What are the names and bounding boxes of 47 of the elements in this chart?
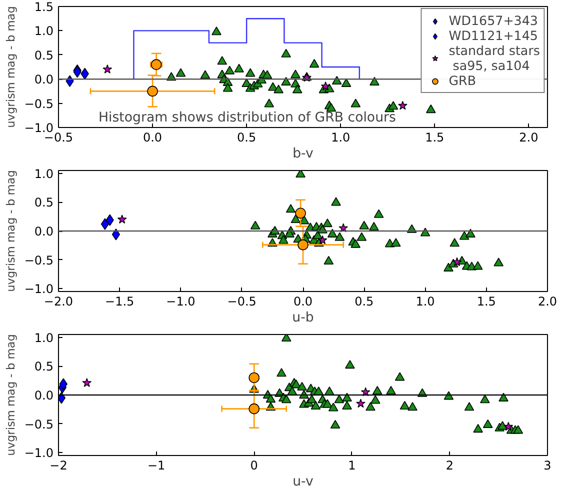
x-tick-label: 0.0 xyxy=(293,294,313,308)
x-tick-label: 0.5 xyxy=(237,130,256,144)
x-axis-title: u-b xyxy=(292,310,314,326)
y-tick-label: −1.0 xyxy=(24,446,54,460)
y-tick-label: −1.0 xyxy=(24,282,54,296)
y-tick-label: 0.0 xyxy=(34,224,54,238)
x-tick-label: −1.0 xyxy=(166,294,196,308)
y-tick-label: 1.5 xyxy=(34,0,54,14)
y-tick-label: 1.0 xyxy=(34,166,54,181)
annotation: Histogram shows distribution of GRB colours xyxy=(98,110,396,126)
x-tick-label: −1.5 xyxy=(105,294,134,308)
x-tick-label: 1.5 xyxy=(476,294,496,308)
x-tick-label: 3 xyxy=(544,458,552,472)
x-tick-label: 1.0 xyxy=(416,294,435,308)
y-axis-title: uvgrism mag - b mag xyxy=(3,334,18,456)
x-tick-label: −0.5 xyxy=(227,294,256,308)
x-tick-label: 2.0 xyxy=(538,294,558,308)
y-axis-title: uvgrism mag - b mag xyxy=(3,170,18,292)
x-tick-label: 1 xyxy=(348,458,356,472)
legend-label: WD1657+343 xyxy=(448,13,538,28)
x-tick-label: 0.5 xyxy=(354,294,374,308)
x-tick-label: −2.0 xyxy=(44,294,74,308)
x-tick-label: 2.0 xyxy=(519,130,538,144)
x-tick-label: 1.0 xyxy=(331,130,350,144)
legend-label: standard stars sa95, sa104 xyxy=(448,43,540,73)
x-tick-label: 0 xyxy=(250,458,258,472)
y-tick-label: 0.5 xyxy=(34,360,54,374)
y-tick-label: 0.5 xyxy=(34,48,54,62)
y-tick-label: −1.0 xyxy=(24,121,54,135)
y-axis-title: uvgrism mag - b mag xyxy=(3,6,18,128)
y-tick-label: 0.0 xyxy=(34,388,54,402)
x-axis-title: b-v xyxy=(292,146,314,162)
y-tick-label: −0.5 xyxy=(24,253,54,268)
legend-label: WD1121+145 xyxy=(448,28,538,43)
y-tick-label: 1.0 xyxy=(34,24,54,38)
legend-label: GRB xyxy=(448,73,476,88)
x-tick-label: −1 xyxy=(147,458,166,472)
x-tick-label: −2 xyxy=(50,458,68,472)
y-tick-label: 0.0 xyxy=(34,72,54,87)
x-axis-title: u-v xyxy=(292,474,314,490)
y-tick-label: −0.5 xyxy=(24,96,54,111)
y-tick-label: 1.0 xyxy=(34,330,54,345)
x-tick-label: 1.5 xyxy=(425,130,444,144)
x-tick-label: 0.0 xyxy=(142,130,162,144)
x-tick-label: 2 xyxy=(446,458,454,472)
y-tick-label: 0.5 xyxy=(34,196,54,210)
y-tick-label: −0.5 xyxy=(24,417,54,432)
